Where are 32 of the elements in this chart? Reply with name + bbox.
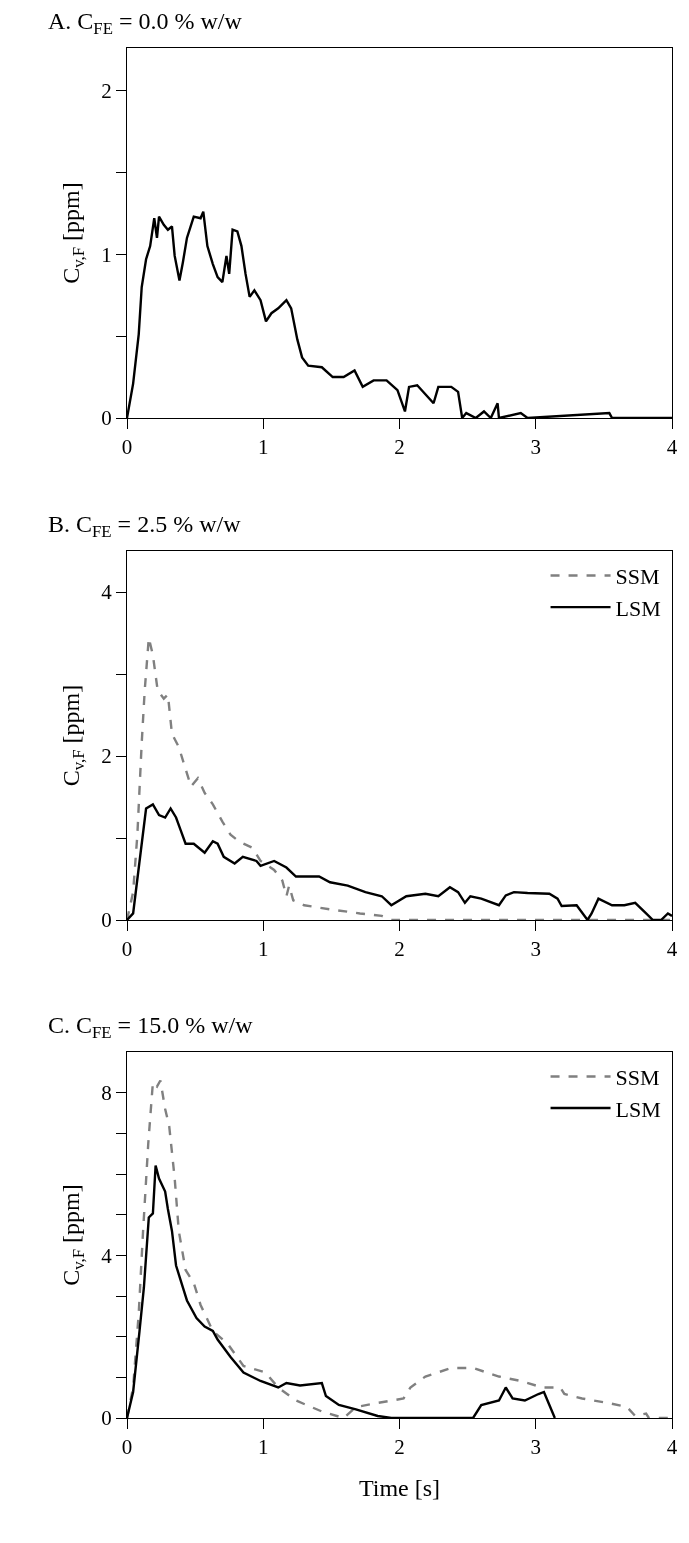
x-tick-label: 1 xyxy=(258,435,269,460)
x-tick-label: 1 xyxy=(258,937,269,962)
legend-label: LSM xyxy=(615,1096,661,1122)
x-tick-label: 4 xyxy=(666,1435,678,1460)
x-axis-title: Time [s] xyxy=(358,1474,441,1501)
x-tick-label: 3 xyxy=(530,1435,541,1460)
legend-label: SSM xyxy=(615,1065,660,1091)
chart-title: C. C$_{FE}$ = 15.0 % w/w xyxy=(48,1012,254,1043)
y-tick-label: 0 xyxy=(101,406,112,431)
x-tick-label: 0 xyxy=(121,435,133,460)
y-tick-label: 0 xyxy=(101,908,112,933)
y-tick-label: 1 xyxy=(101,242,112,267)
y-tick-label: 2 xyxy=(101,78,112,103)
legend-label: LSM xyxy=(615,595,661,621)
chart-title: A. C$_{FE}$ = 0.0 % w/w xyxy=(48,8,243,39)
x-tick-label: 0 xyxy=(121,937,133,962)
y-tick-label: 0 xyxy=(101,1406,112,1431)
legend-label: SSM xyxy=(615,564,660,590)
y-tick-label: 8 xyxy=(101,1081,112,1106)
x-tick-label: 2 xyxy=(394,435,405,460)
chart-title: B. C$_{FE}$ = 2.5 % w/w xyxy=(48,511,242,542)
x-tick-label: 2 xyxy=(394,937,405,962)
x-tick-label: 0 xyxy=(121,1435,133,1460)
x-tick-label: 3 xyxy=(530,435,541,460)
y-tick-label: 2 xyxy=(101,744,112,769)
x-tick-label: 1 xyxy=(258,1435,269,1460)
x-tick-label: 2 xyxy=(394,1435,405,1460)
y-tick-label: 4 xyxy=(101,1243,113,1268)
x-tick-label: 3 xyxy=(530,937,541,962)
x-tick-label: 4 xyxy=(666,937,678,962)
x-tick-label: 4 xyxy=(666,435,678,460)
y-tick-label: 4 xyxy=(101,580,113,605)
